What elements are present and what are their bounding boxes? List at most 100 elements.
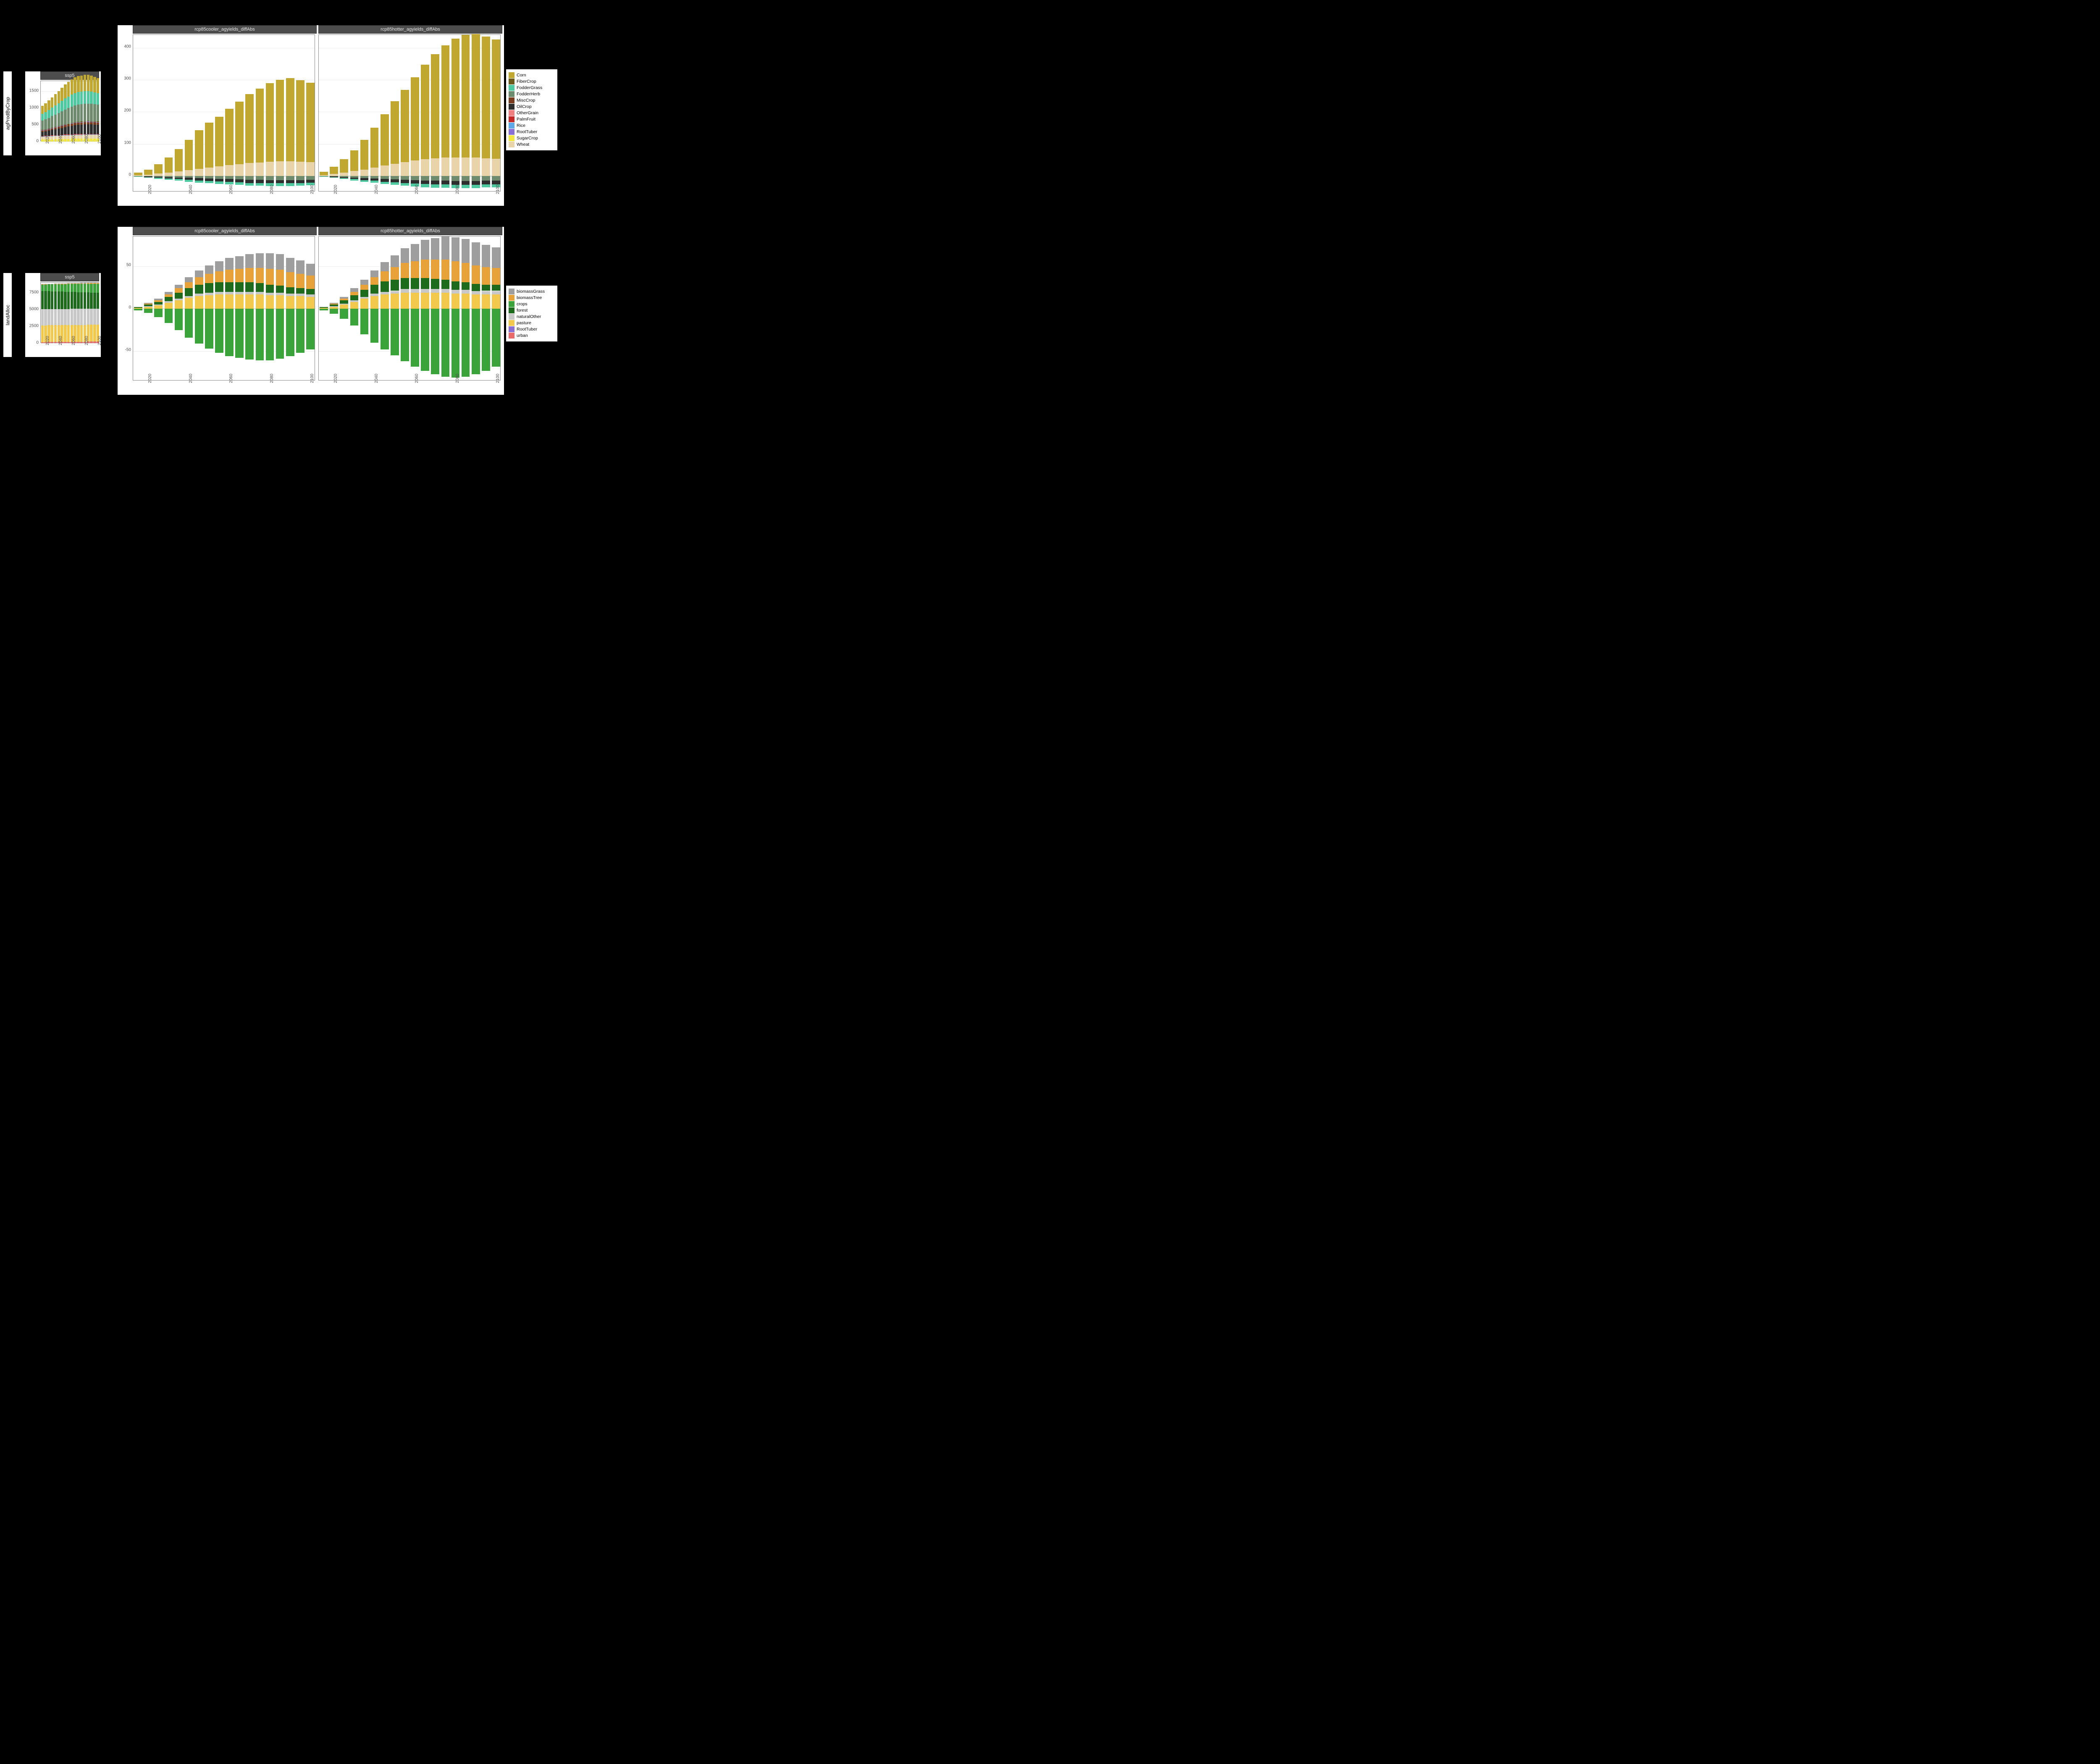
bar-segment bbox=[340, 309, 348, 319]
bar-segment bbox=[87, 121, 89, 122]
facet-strip: rcp85hotter_agyields_diffAbs bbox=[318, 227, 502, 235]
row1-label: agProdByCrop bbox=[5, 97, 10, 130]
bar-segment bbox=[93, 325, 96, 341]
bar-segment bbox=[134, 173, 142, 175]
legend-swatch bbox=[509, 104, 514, 110]
bar-segment bbox=[144, 303, 152, 304]
bar-segment bbox=[215, 309, 223, 353]
bar-segment bbox=[51, 342, 53, 343]
legend-swatch bbox=[509, 129, 514, 135]
bar-segment bbox=[401, 90, 409, 162]
legend-label: crops bbox=[517, 302, 528, 307]
bar-segment bbox=[67, 342, 70, 343]
bar-segment bbox=[421, 293, 429, 309]
bar-segment bbox=[93, 341, 96, 343]
bar-segment bbox=[84, 284, 86, 292]
bar-segment bbox=[276, 161, 284, 176]
bar-segment bbox=[44, 291, 47, 309]
bar-segment bbox=[54, 136, 57, 139]
bar-segment bbox=[266, 285, 274, 292]
bar-segment bbox=[67, 325, 70, 342]
bar-segment bbox=[350, 179, 359, 180]
bar-segment bbox=[381, 114, 389, 165]
bar-segment bbox=[60, 111, 63, 126]
bar-segment bbox=[452, 237, 460, 261]
bar-segment bbox=[381, 271, 389, 281]
bar-segment bbox=[350, 150, 359, 171]
bar-segment bbox=[286, 183, 294, 186]
bar-segment bbox=[401, 289, 409, 292]
bar-segment bbox=[165, 292, 173, 294]
legend-label: MiscCrop bbox=[517, 98, 535, 103]
bar-segment bbox=[391, 255, 399, 267]
bar-segment bbox=[215, 282, 223, 291]
bar-segment bbox=[472, 265, 480, 284]
bar-segment bbox=[340, 178, 348, 179]
legend-swatch bbox=[509, 72, 514, 78]
bar-segment bbox=[472, 185, 480, 188]
bar-segment bbox=[90, 325, 92, 341]
bar-segment bbox=[205, 168, 213, 176]
bar-segment bbox=[350, 288, 359, 291]
bar-segment bbox=[350, 302, 359, 309]
bar-segment bbox=[225, 309, 234, 356]
bar-segment bbox=[225, 258, 234, 270]
bar-segment bbox=[286, 180, 294, 184]
bar-segment bbox=[154, 309, 163, 317]
bar-segment bbox=[44, 129, 47, 130]
bar-segment bbox=[71, 292, 73, 309]
bar-segment bbox=[286, 309, 294, 356]
bar-segment bbox=[90, 76, 92, 92]
bar-segment bbox=[195, 270, 203, 277]
bar-segment bbox=[245, 183, 254, 186]
bar-segment bbox=[64, 136, 66, 139]
bar-segment bbox=[225, 176, 234, 179]
bar-segment bbox=[472, 284, 480, 291]
bar-segment bbox=[41, 137, 44, 139]
legend-label: pasture bbox=[517, 320, 531, 326]
bar-segment bbox=[360, 170, 369, 176]
bar-segment bbox=[51, 108, 53, 116]
bar-segment bbox=[90, 309, 92, 325]
bar-segment bbox=[165, 173, 173, 176]
bar-segment bbox=[87, 75, 89, 91]
bar-segment bbox=[492, 268, 500, 285]
bar-segment bbox=[93, 284, 96, 293]
bar-segment bbox=[452, 176, 460, 181]
bar-segment bbox=[51, 325, 53, 342]
bar-segment bbox=[185, 277, 193, 282]
bar-segment bbox=[54, 127, 57, 128]
bar-segment bbox=[462, 35, 470, 158]
bar-segment bbox=[381, 182, 389, 184]
bar-segment bbox=[401, 309, 409, 361]
bar-segment bbox=[235, 256, 244, 269]
bar-segment bbox=[74, 93, 76, 106]
legend-label: biomassTree bbox=[517, 295, 542, 300]
bar-segment bbox=[51, 130, 53, 135]
bar-segment bbox=[44, 309, 47, 325]
bar-segment bbox=[441, 280, 450, 289]
facet-strip: rcp85cooler_agyields_diffAbs bbox=[133, 227, 317, 235]
bar-segment bbox=[245, 254, 254, 268]
bar-segment bbox=[165, 309, 173, 323]
bar-segment bbox=[77, 92, 79, 105]
bar-segment bbox=[431, 181, 439, 184]
bar-segment bbox=[87, 122, 89, 124]
bar-segment bbox=[492, 285, 500, 291]
bar-segment bbox=[154, 164, 163, 174]
bar-segment bbox=[97, 123, 99, 125]
bar-segment bbox=[370, 294, 379, 296]
bar-segment bbox=[67, 135, 70, 136]
bar-segment bbox=[360, 299, 369, 309]
bar-segment bbox=[93, 135, 96, 139]
bar-segment bbox=[54, 135, 57, 136]
bar-segment bbox=[245, 180, 254, 183]
bar-segment bbox=[411, 160, 419, 176]
bar-segment bbox=[87, 309, 89, 325]
bar-segment bbox=[330, 167, 338, 174]
legend-label: FiberCrop bbox=[517, 79, 536, 84]
bar-segment bbox=[74, 284, 76, 292]
bar-segment bbox=[64, 110, 66, 125]
bar-segment bbox=[472, 291, 480, 294]
bar-segment bbox=[41, 106, 44, 114]
